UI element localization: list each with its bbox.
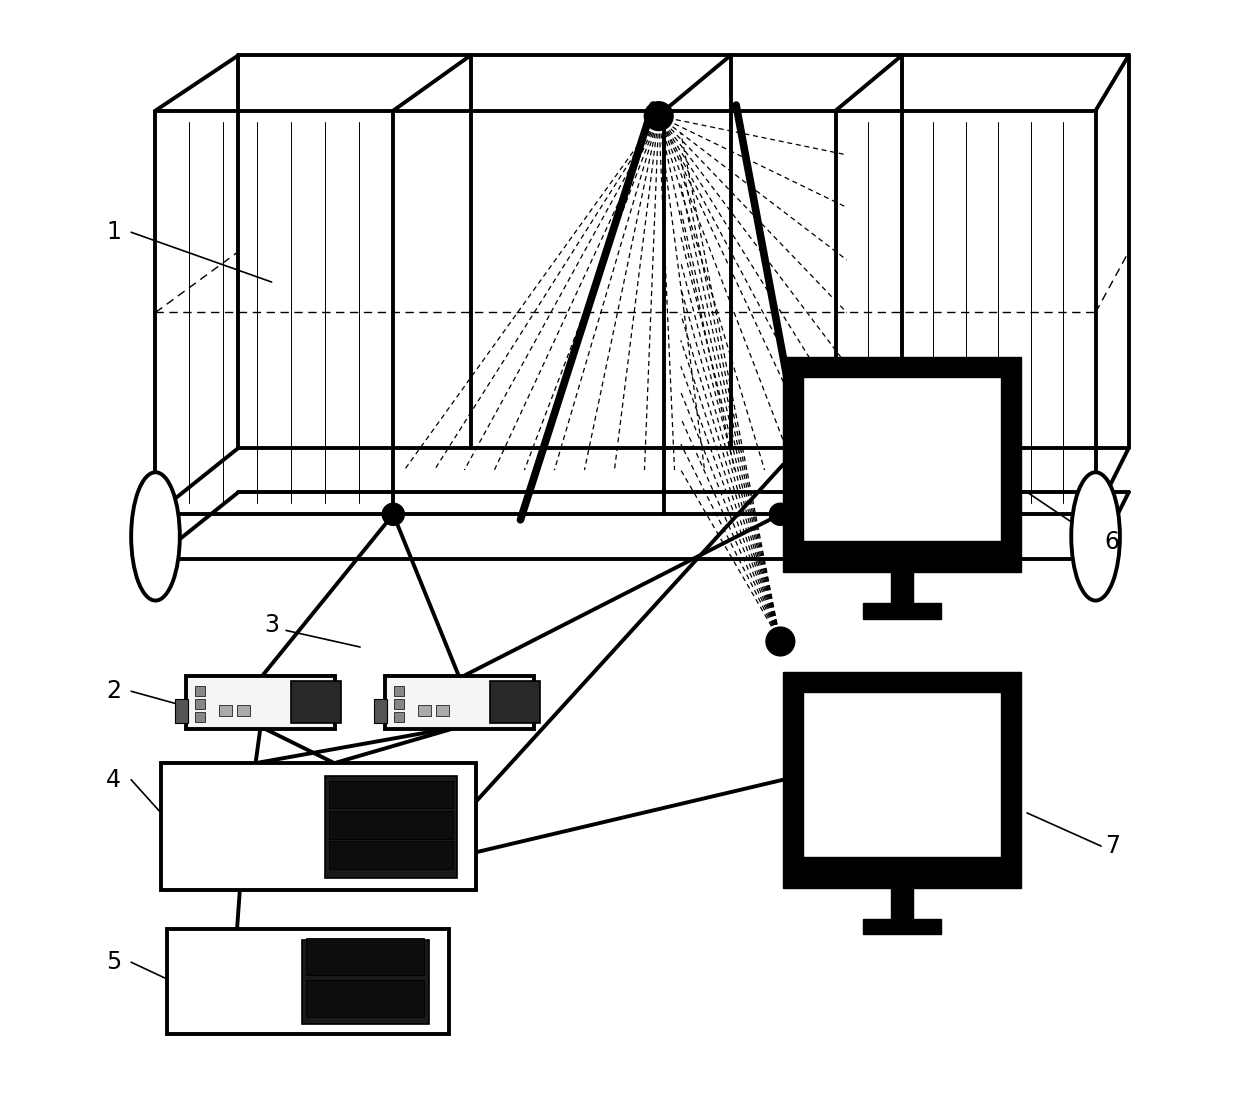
Bar bbox=[219, 705, 232, 716]
Bar bbox=[892, 573, 913, 604]
Bar bbox=[374, 699, 387, 723]
Bar bbox=[394, 686, 404, 696]
Bar bbox=[394, 712, 404, 722]
Bar bbox=[325, 776, 458, 878]
Bar bbox=[330, 842, 453, 869]
Text: 1: 1 bbox=[105, 220, 120, 244]
Bar bbox=[186, 676, 335, 729]
Bar bbox=[863, 604, 941, 619]
Bar bbox=[892, 887, 913, 918]
Bar bbox=[306, 938, 424, 975]
Circle shape bbox=[382, 503, 404, 525]
Text: 5: 5 bbox=[105, 950, 122, 974]
Bar bbox=[195, 686, 205, 696]
Text: 7: 7 bbox=[1105, 834, 1120, 858]
Ellipse shape bbox=[1071, 472, 1120, 601]
Circle shape bbox=[766, 627, 795, 656]
Bar bbox=[784, 357, 1021, 573]
Bar bbox=[490, 681, 539, 723]
Circle shape bbox=[769, 503, 791, 525]
Bar bbox=[237, 705, 250, 716]
Text: 2: 2 bbox=[105, 679, 122, 703]
Bar bbox=[418, 705, 432, 716]
Bar bbox=[804, 692, 1001, 857]
Bar bbox=[330, 781, 453, 808]
Bar bbox=[330, 812, 453, 838]
Ellipse shape bbox=[131, 472, 180, 601]
Bar bbox=[195, 699, 205, 709]
Text: 3: 3 bbox=[264, 613, 279, 637]
Bar bbox=[291, 681, 341, 723]
Bar bbox=[394, 699, 404, 709]
Bar bbox=[301, 939, 429, 1024]
Bar bbox=[384, 676, 534, 729]
Bar bbox=[195, 712, 205, 722]
Bar bbox=[784, 672, 1021, 887]
Text: 6: 6 bbox=[1105, 530, 1120, 554]
Bar bbox=[306, 980, 424, 1018]
Bar bbox=[166, 929, 449, 1034]
Bar bbox=[435, 705, 449, 716]
Bar bbox=[175, 699, 188, 723]
Bar bbox=[161, 763, 476, 890]
Text: 4: 4 bbox=[105, 768, 122, 792]
Circle shape bbox=[645, 102, 673, 131]
Bar bbox=[804, 377, 1001, 542]
Bar bbox=[863, 918, 941, 933]
